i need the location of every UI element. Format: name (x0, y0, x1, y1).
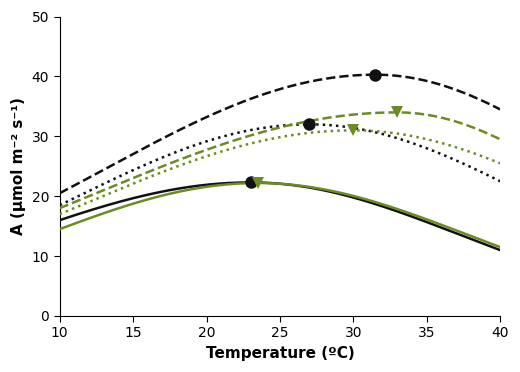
Y-axis label: A (μmol m⁻² s⁻¹): A (μmol m⁻² s⁻¹) (11, 97, 26, 235)
X-axis label: Temperature (ºC): Temperature (ºC) (205, 346, 354, 361)
